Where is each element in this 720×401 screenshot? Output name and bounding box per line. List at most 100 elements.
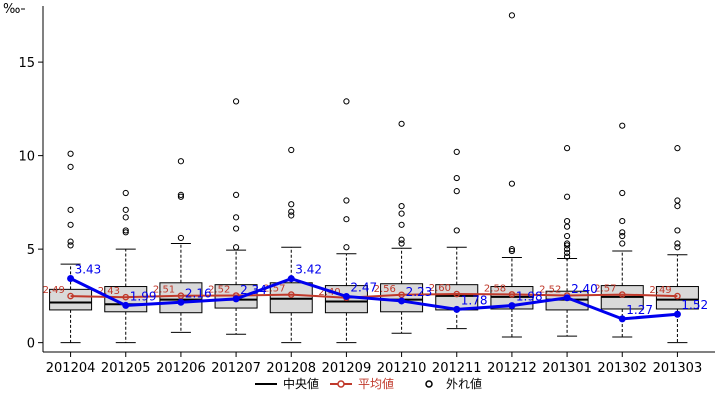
outlier-point — [563, 253, 571, 260]
outlier-point — [122, 189, 129, 197]
outlier-point — [288, 201, 295, 208]
outlier-point — [67, 206, 74, 213]
outlier-point — [67, 238, 74, 245]
outlier-point — [288, 146, 295, 154]
iqr-box — [49, 288, 93, 311]
outlier-point — [288, 212, 295, 219]
outlier-point — [122, 214, 129, 221]
legend-item-mean: 平均値 — [330, 376, 394, 391]
outlier-point — [453, 148, 460, 155]
outlier-point — [453, 174, 460, 182]
mean-label: 2.52 — [539, 285, 561, 296]
mean-label: 2.49 — [43, 285, 65, 296]
outlier-point — [563, 242, 571, 249]
axes: 0 5 10 15 ‰ 201204 201205 201206 201207 201208 201… — [3, 2, 715, 376]
outlier-point — [67, 242, 74, 249]
mean-label: 2.43 — [98, 286, 120, 297]
x-tick-label: 201303 — [653, 361, 703, 376]
highlight-point — [232, 295, 240, 303]
outlier-point — [563, 232, 571, 240]
x-tick-label: 201209 — [322, 361, 372, 376]
highlight-point — [177, 298, 185, 306]
highlight-point — [287, 275, 295, 283]
outlier-point — [177, 234, 185, 242]
outlier-point — [508, 12, 516, 19]
x-tick-label: 201205 — [101, 361, 151, 376]
highlight-label: 2.40 — [571, 282, 598, 296]
legend-swatch-outlier — [425, 380, 433, 388]
mean-point — [674, 292, 681, 300]
box-201303 — [655, 145, 699, 344]
outlier-point — [398, 236, 405, 243]
outlier-point — [398, 120, 405, 127]
x-tick-label: 201208 — [266, 361, 316, 376]
mean-label: 2.57 — [594, 284, 616, 295]
legend-item-outlier: 外れ値 — [425, 376, 482, 391]
outlier-point — [67, 221, 74, 228]
mean-label: 2.49 — [649, 285, 671, 296]
outlier-point — [508, 180, 516, 187]
highlight-label: 1.52 — [681, 298, 708, 312]
highlight-label: 1.78 — [461, 293, 488, 307]
highlight-point — [67, 274, 75, 282]
legend-label: 平均値 — [358, 376, 394, 391]
box-201209 — [324, 98, 368, 344]
y-tick-label: 15 — [18, 56, 35, 71]
mean-label: 2.57 — [263, 284, 285, 295]
highlight-point — [618, 315, 626, 323]
box-201205 — [104, 189, 148, 344]
outlier-point — [67, 163, 74, 170]
highlight-label: 2.34 — [240, 283, 267, 297]
highlight-point — [673, 310, 681, 318]
outlier-point — [398, 221, 405, 228]
x-tick-label: 201210 — [377, 361, 427, 376]
outlier-point — [619, 240, 626, 247]
x-tick-label: 201207 — [211, 361, 261, 376]
outlier-point — [122, 229, 129, 236]
y-tick-label: 0 — [27, 337, 35, 352]
outlier-point — [674, 227, 681, 234]
mean-point — [67, 292, 74, 300]
y-unit-label: ‰ — [3, 2, 20, 17]
highlight-point — [122, 301, 130, 309]
box-201301 — [545, 145, 589, 337]
highlight-point — [342, 292, 350, 300]
outlier-point — [674, 197, 681, 204]
outlier-point — [122, 227, 129, 234]
outlier-point — [508, 246, 516, 253]
highlight-line — [69, 277, 678, 321]
outlier-point — [453, 188, 460, 195]
outlier-point — [674, 244, 681, 251]
highlight-label: 2.23 — [406, 285, 433, 299]
mean-point — [287, 291, 295, 298]
outlier-point — [232, 214, 240, 221]
legend-swatch-mean-point — [337, 380, 345, 388]
highlight-point — [508, 302, 516, 310]
highlight-series: 3.43 1.99 2.16 2.34 3.42 2.47 2.23 1.78 1.98 2.40… — [67, 262, 708, 323]
mean-label: 2.51 — [153, 285, 175, 296]
highlight-label: 2.16 — [185, 286, 212, 300]
highlight-point — [398, 297, 406, 305]
outlier-point — [563, 249, 571, 256]
outlier-point — [177, 158, 185, 165]
mean-point — [122, 293, 130, 301]
highlight-point — [453, 305, 461, 313]
outlier-point — [343, 244, 350, 251]
highlight-label: 1.27 — [626, 303, 653, 317]
highlight-label: 1.98 — [516, 290, 543, 304]
outlier-point — [619, 122, 626, 129]
outlier-point — [563, 223, 571, 230]
mean-label: 2.52 — [208, 285, 230, 296]
mean-point — [453, 290, 461, 298]
highlight-point — [563, 294, 571, 302]
legend-item-median: 中央値 — [255, 376, 319, 391]
outlier-point — [453, 227, 460, 234]
box-201206 — [159, 158, 203, 333]
outlier-point — [563, 240, 571, 247]
outlier-point — [674, 145, 681, 152]
outlier-point — [398, 203, 405, 210]
highlight-label: 2.47 — [350, 280, 377, 294]
mean-point — [618, 291, 626, 298]
y-tick-label: 10 — [18, 150, 35, 165]
